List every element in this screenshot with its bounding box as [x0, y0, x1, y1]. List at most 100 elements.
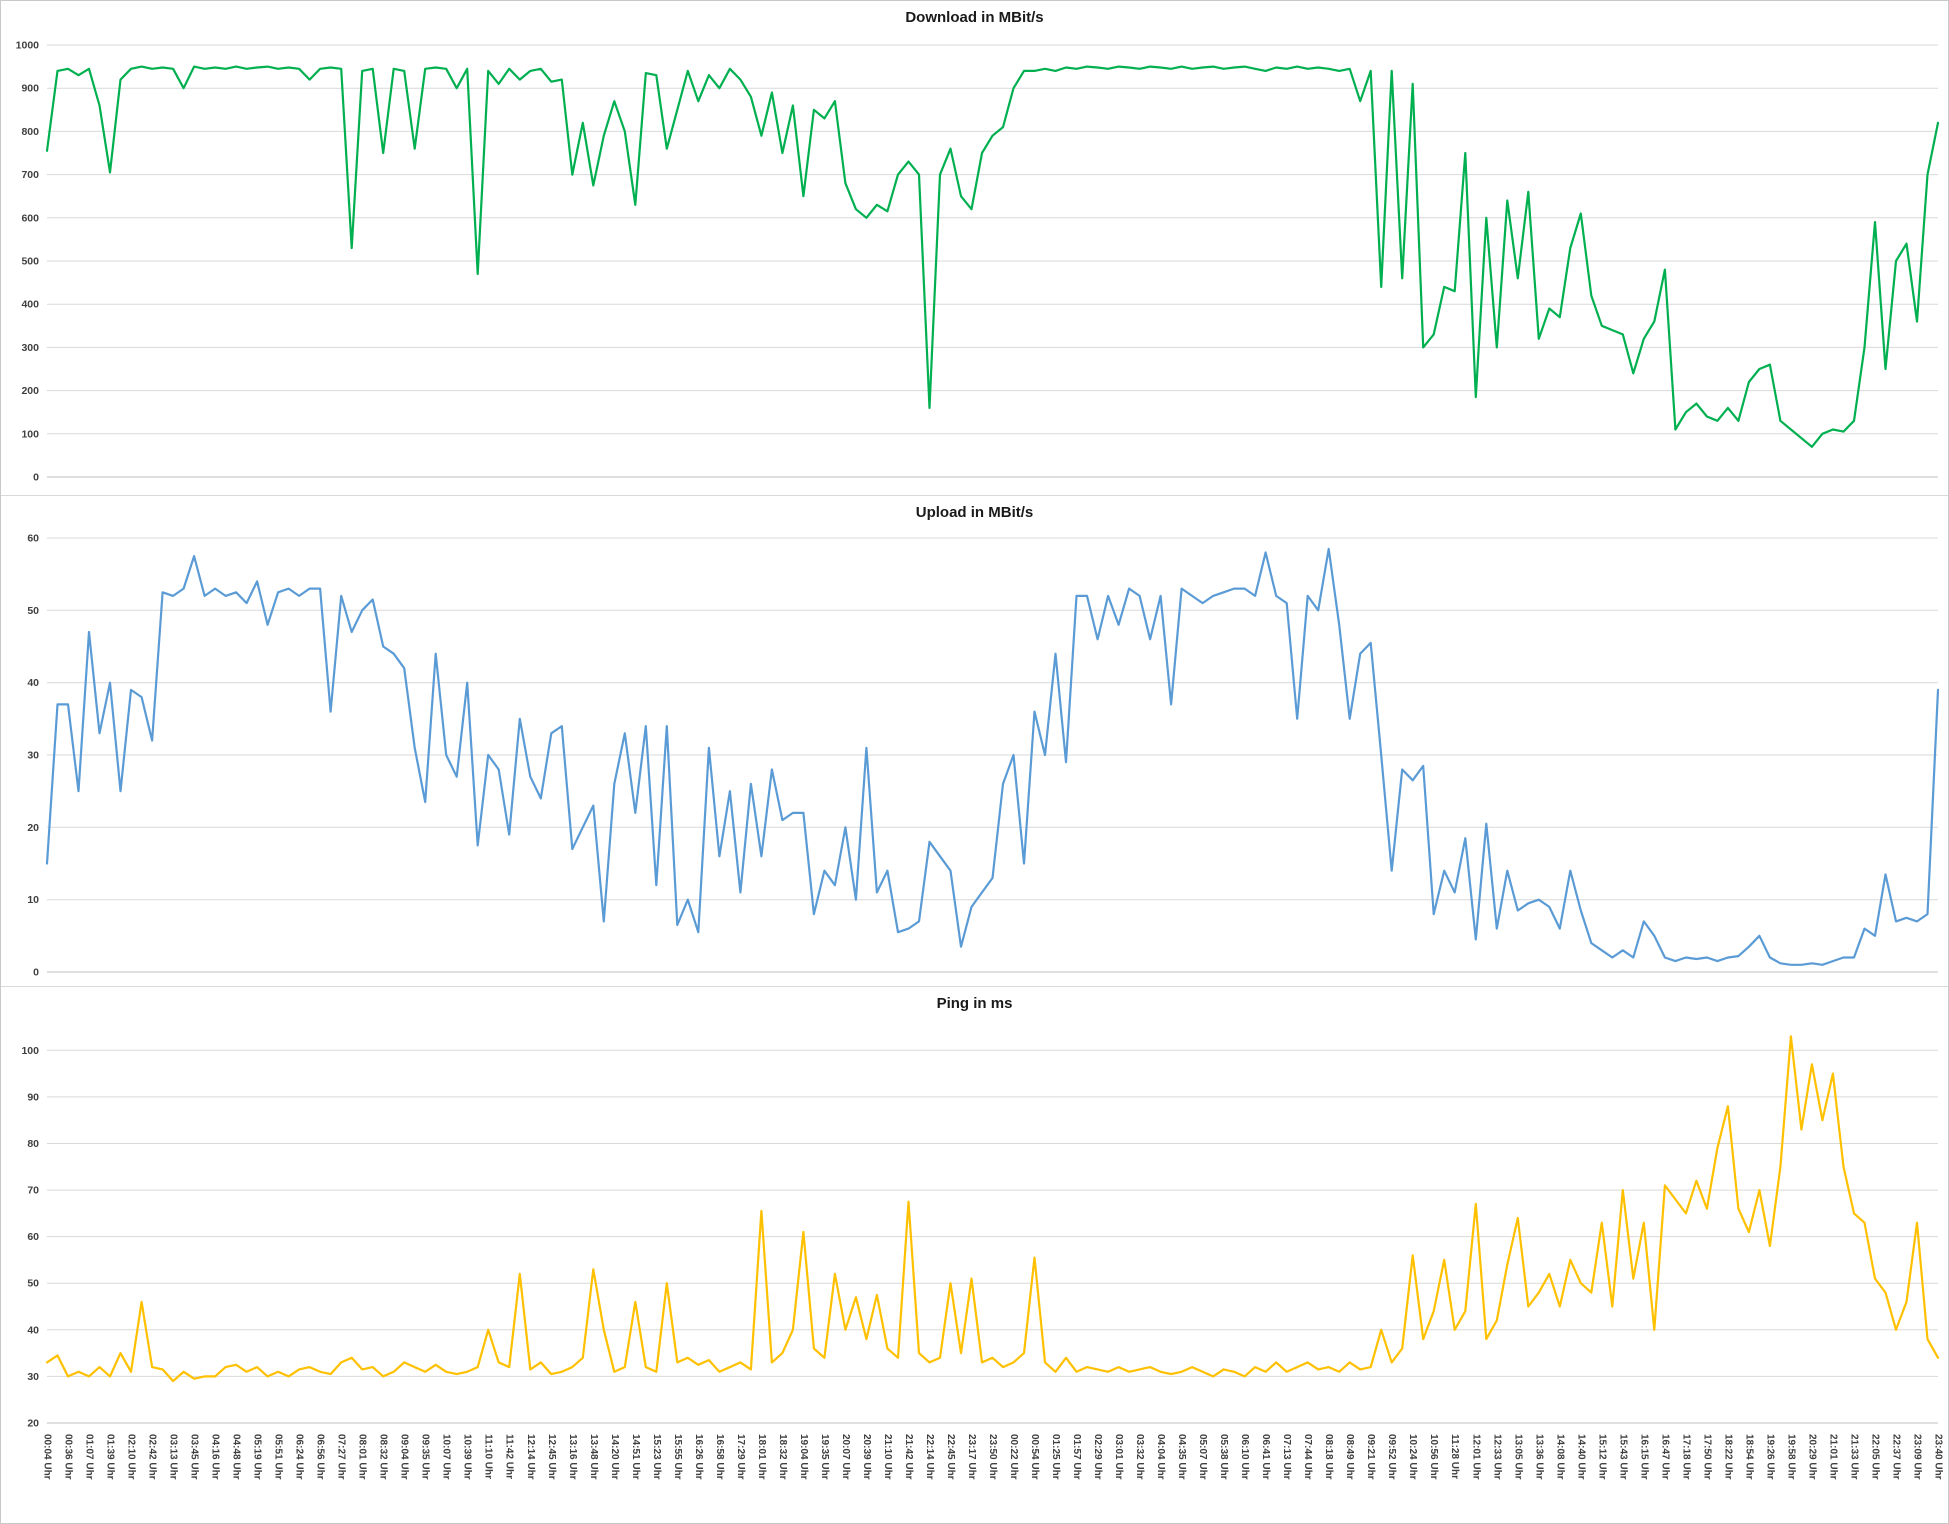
series-line-upload	[45, 547, 1940, 966]
series-line-download	[45, 65, 1940, 448]
x-tick-label: 21:42 Uhr	[902, 1434, 914, 1480]
y-tick-label: 90	[27, 1091, 39, 1103]
x-tick-label: 09:04 Uhr	[398, 1434, 410, 1480]
x-tick-label: 16:26 Uhr	[692, 1434, 704, 1480]
x-tick-label: 10:39 Uhr	[461, 1434, 473, 1480]
x-tick-label: 18:22 Uhr	[1722, 1434, 1734, 1480]
x-tick-label: 19:35 Uhr	[818, 1434, 830, 1480]
x-tick-label: 05:19 Uhr	[251, 1434, 263, 1480]
y-tick-label: 70	[27, 1185, 39, 1197]
x-tick-label: 05:51 Uhr	[272, 1434, 284, 1480]
y-tick-label: 60	[27, 533, 39, 545]
upload-plot-area: 0 10 20 30 40 50 60	[27, 533, 1940, 979]
x-tick-label: 04:04 Uhr	[1155, 1434, 1167, 1480]
x-tick-label: 01:25 Uhr	[1050, 1434, 1062, 1480]
x-tick-label: 09:35 Uhr	[419, 1434, 431, 1480]
x-tick-label: 20:07 Uhr	[839, 1434, 851, 1480]
x-tick-label: 06:10 Uhr	[1239, 1434, 1251, 1480]
x-tick-label: 17:50 Uhr	[1701, 1434, 1713, 1480]
x-tick-label: 16:47 Uhr	[1659, 1434, 1671, 1480]
ping-chart-title: Ping in ms	[936, 995, 1013, 1012]
x-tick-label: 08:32 Uhr	[377, 1434, 389, 1480]
y-tick-label: 50	[27, 605, 39, 617]
y-tick-label: 800	[21, 126, 39, 138]
x-tick-label: 13:16 Uhr	[566, 1434, 578, 1480]
y-tick-label: 40	[27, 677, 39, 689]
x-tick-label: 03:13 Uhr	[167, 1434, 179, 1480]
x-tick-label: 18:54 Uhr	[1743, 1434, 1755, 1480]
x-tick-label: 14:08 Uhr	[1554, 1434, 1566, 1480]
x-tick-label: 04:16 Uhr	[209, 1434, 221, 1480]
y-tick-label: 0	[33, 472, 39, 484]
y-tick-label: 30	[27, 1371, 39, 1383]
y-tick-label: 400	[21, 299, 39, 311]
y-tick-label: 20	[27, 1418, 39, 1430]
x-tick-label: 15:43 Uhr	[1617, 1434, 1629, 1480]
x-tick-label: 16:15 Uhr	[1638, 1434, 1650, 1480]
x-tick-label: 13:48 Uhr	[587, 1434, 599, 1480]
ping-chart-panel: Ping in ms 20 30 40 50 60 70 80 90 100 00:04 Uhr…	[1, 987, 1948, 1523]
x-tick-label: 21:10 Uhr	[881, 1434, 893, 1480]
y-tick-label: 700	[21, 169, 39, 181]
y-tick-label: 50	[27, 1278, 39, 1290]
x-tick-label: 22:37 Uhr	[1890, 1434, 1902, 1480]
x-tick-label: 12:01 Uhr	[1470, 1434, 1482, 1480]
y-tick-label: 1000	[16, 40, 40, 52]
x-tick-label: 12:14 Uhr	[524, 1434, 536, 1480]
x-tick-label: 13:05 Uhr	[1512, 1434, 1524, 1480]
y-tick-label: 900	[21, 83, 39, 95]
y-tick-label: 100	[21, 1045, 39, 1057]
x-tick-label: 05:38 Uhr	[1218, 1434, 1230, 1480]
x-tick-label: 15:55 Uhr	[671, 1434, 683, 1480]
x-tick-label: 04:35 Uhr	[1176, 1434, 1188, 1480]
x-tick-label: 06:56 Uhr	[314, 1434, 326, 1480]
y-tick-label: 40	[27, 1324, 39, 1336]
x-tick-label: 07:44 Uhr	[1302, 1434, 1314, 1480]
upload-chart-title: Upload in MBit/s	[915, 504, 1034, 521]
x-tick-label: 20:29 Uhr	[1806, 1434, 1818, 1480]
y-tick-label: 300	[21, 342, 39, 354]
x-tick-label: 12:45 Uhr	[545, 1434, 557, 1480]
x-tick-label: 19:26 Uhr	[1764, 1434, 1776, 1480]
x-tick-label: 00:04 Uhr	[41, 1434, 53, 1480]
x-tick-label: 11:28 Uhr	[1449, 1434, 1461, 1480]
x-tick-label: 23:17 Uhr	[965, 1434, 977, 1480]
x-tick-label: 21:33 Uhr	[1848, 1434, 1860, 1480]
x-tick-label: 17:29 Uhr	[734, 1434, 746, 1480]
y-tick-label: 600	[21, 212, 39, 224]
x-tick-label: 07:13 Uhr	[1281, 1434, 1293, 1480]
x-tick-label: 03:45 Uhr	[188, 1434, 200, 1480]
x-tick-label: 19:04 Uhr	[797, 1434, 809, 1480]
x-axis-labels: 00:04 Uhr 00:36 Uhr 01:07 Uhr 01:39 Uhr 02:1…	[1, 1431, 1948, 1523]
x-tick-label: 11:42 Uhr	[503, 1434, 515, 1480]
x-tick-label: 22:45 Uhr	[944, 1434, 956, 1480]
download-chart-title: Download in MBit/s	[905, 9, 1044, 26]
download-chart-panel: Download in MBit/s 0 100 200 300 400 500 600 70…	[1, 1, 1948, 496]
series-line-ping	[45, 1035, 1940, 1383]
x-tick-label: 01:57 Uhr	[1071, 1434, 1083, 1480]
x-tick-label: 00:22 Uhr	[1008, 1434, 1019, 1480]
x-tick-label: 06:24 Uhr	[293, 1434, 305, 1480]
x-tick-label: 08:01 Uhr	[356, 1434, 368, 1480]
y-tick-label: 500	[21, 256, 39, 268]
x-tick-label: 22:05 Uhr	[1869, 1434, 1881, 1480]
x-tick-label: 18:32 Uhr	[776, 1434, 788, 1480]
download-plot-area: 0 100 200 300 400 500 600 700 800 900 1000	[16, 40, 1940, 484]
x-tick-label: 02:42 Uhr	[146, 1434, 158, 1480]
x-tick-label: 09:21 Uhr	[1365, 1434, 1377, 1480]
x-tick-label: 12:33 Uhr	[1491, 1434, 1503, 1480]
x-tick-label: 00:36 Uhr	[62, 1434, 74, 1480]
y-tick-label: 10	[27, 894, 39, 906]
ping-plot-area: 20 30 40 50 60 70 80 90 100	[21, 1035, 1940, 1430]
x-tick-label: 14:40 Uhr	[1575, 1434, 1587, 1480]
x-tick-label: 09:52 Uhr	[1386, 1434, 1398, 1480]
x-tick-label: 01:07 Uhr	[83, 1434, 95, 1480]
y-tick-label: 100	[21, 428, 39, 440]
x-tick-label: 03:32 Uhr	[1134, 1434, 1146, 1480]
x-tick-label: 15:23 Uhr	[650, 1434, 662, 1480]
x-tick-label: 13:36 Uhr	[1533, 1434, 1545, 1480]
x-tick-label: 23:09 Uhr	[1911, 1434, 1923, 1480]
x-tick-label: 21:01 Uhr	[1827, 1434, 1839, 1480]
y-tick-label: 80	[27, 1138, 39, 1150]
